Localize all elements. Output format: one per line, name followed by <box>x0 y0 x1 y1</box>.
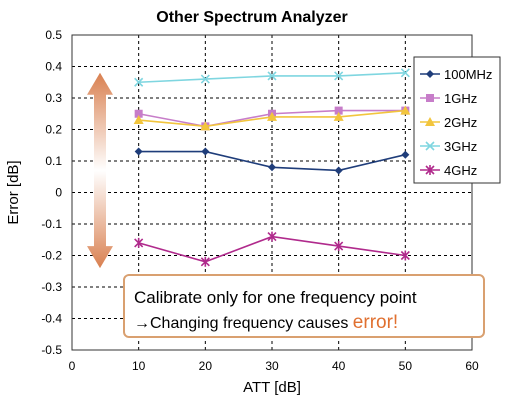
data-point <box>401 150 410 159</box>
data-point <box>134 77 144 87</box>
y-tick-label: 0.1 <box>45 154 62 168</box>
y-tick-label: 0.3 <box>45 91 62 105</box>
legend-label: 4GHz <box>444 163 477 178</box>
data-point <box>334 106 343 115</box>
annotation-error-highlight: error! <box>353 312 398 333</box>
series-100mhz <box>134 147 410 175</box>
data-point <box>267 111 277 121</box>
y-tick-label: -0.2 <box>41 249 62 263</box>
double-arrow-icon <box>87 72 113 269</box>
data-point <box>334 241 344 252</box>
data-point <box>134 237 144 248</box>
annotation-line-2: →Changing frequency causes error! <box>134 312 398 333</box>
annotation-callout: Calibrate only for one frequency point →C… <box>123 274 485 338</box>
data-point <box>200 256 210 267</box>
y-tick-label: 0.4 <box>45 60 62 74</box>
legend-label: 100MHz <box>444 67 492 82</box>
legend-label: 1GHz <box>444 91 477 106</box>
data-point <box>425 141 435 151</box>
data-point <box>333 111 344 121</box>
y-tick-label: -0.4 <box>41 312 62 326</box>
chart-title: Other Spectrum Analyzer <box>156 9 347 26</box>
y-tick-label: -0.1 <box>41 217 62 231</box>
data-point <box>200 121 211 131</box>
data-point <box>425 165 435 175</box>
x-axis-label: ATT [dB] <box>243 379 301 396</box>
data-point <box>400 250 410 261</box>
data-point <box>426 94 434 102</box>
data-point <box>267 71 277 81</box>
x-tick-label: 10 <box>132 359 146 373</box>
annotation-box <box>123 274 485 338</box>
data-point <box>133 115 144 125</box>
series-3ghz <box>134 68 410 87</box>
data-point <box>334 71 344 81</box>
x-tick-label: 20 <box>199 359 213 373</box>
data-point <box>425 117 435 126</box>
x-tick-label: 40 <box>332 359 346 373</box>
y-tick-label: 0 <box>55 186 62 200</box>
data-point <box>334 166 343 175</box>
y-tick-label: 0.5 <box>45 28 62 42</box>
x-tick-label: 60 <box>465 359 479 373</box>
legend-label: 3GHz <box>444 139 477 154</box>
y-tick-label: -0.3 <box>41 280 62 294</box>
annotation-line-1: Calibrate only for one frequency point <box>134 288 417 307</box>
data-point <box>267 231 277 242</box>
data-point <box>134 147 143 156</box>
legend: 100MHz 1GHz 2GHz 3GHz 4GHz <box>413 56 501 184</box>
y-tick-label: 0.2 <box>45 123 62 137</box>
series-4ghz <box>134 231 410 267</box>
y-axis-label: Error [dB] <box>5 160 22 224</box>
x-tick-label: 50 <box>399 359 413 373</box>
data-point <box>200 74 210 84</box>
data-point <box>134 109 143 118</box>
data-point <box>268 163 276 172</box>
x-tick-label: 0 <box>69 359 76 373</box>
data-point <box>400 105 411 115</box>
data-point <box>201 147 210 156</box>
series-2ghz <box>133 105 411 131</box>
legend-label: 2GHz <box>444 115 477 130</box>
x-tick-label: 30 <box>265 359 279 373</box>
y-tick-label: -0.5 <box>41 343 62 357</box>
plot-area-border <box>71 34 473 351</box>
data-point <box>426 70 434 78</box>
data-point <box>400 68 410 78</box>
annotation-line-2-prefix: →Changing frequency causes <box>134 315 353 332</box>
